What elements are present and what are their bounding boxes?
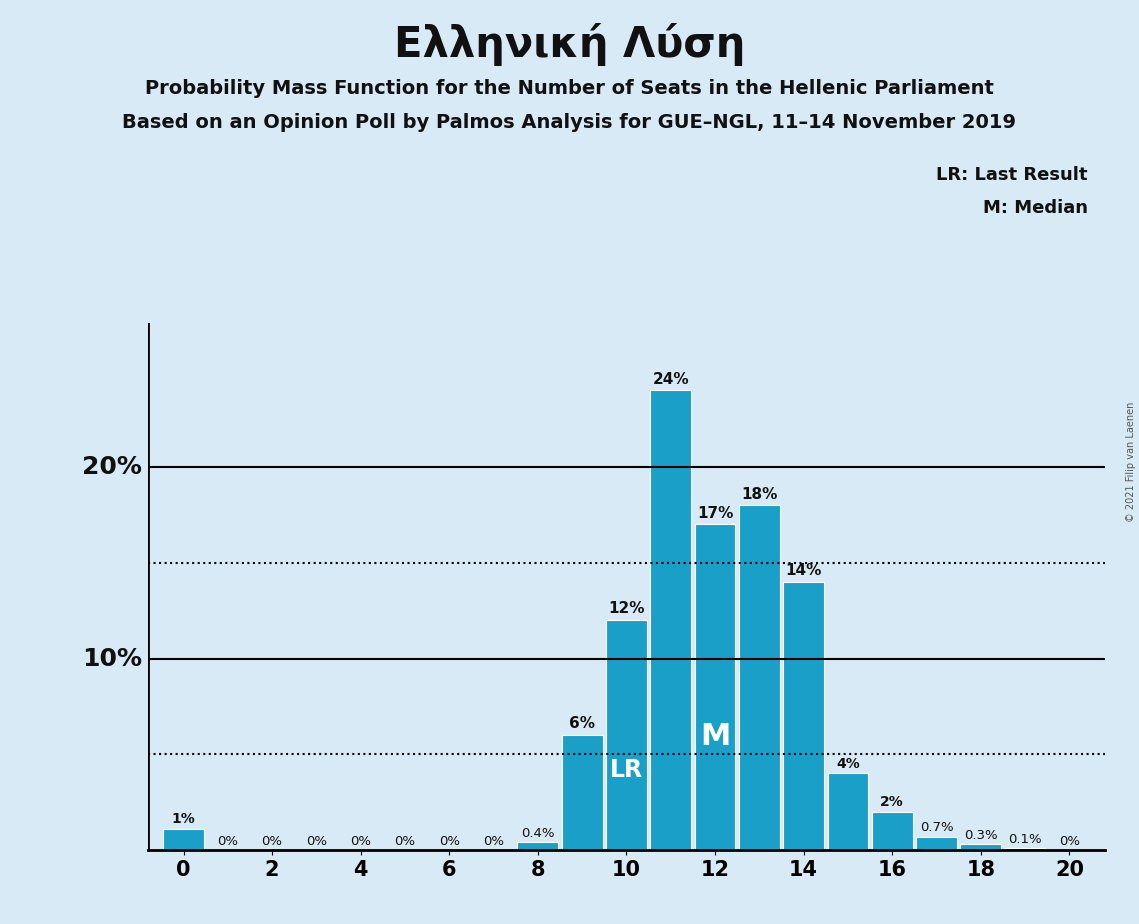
Bar	[960, 845, 1001, 850]
Text: 0.4%: 0.4%	[522, 827, 555, 840]
Text: 0%: 0%	[262, 834, 282, 848]
Text: 20%: 20%	[82, 455, 142, 479]
Text: LR: LR	[609, 758, 644, 782]
Bar	[695, 525, 736, 850]
Text: 2%: 2%	[880, 795, 904, 808]
Bar	[784, 582, 823, 850]
Text: 0%: 0%	[350, 834, 371, 848]
Text: 0.3%: 0.3%	[964, 829, 998, 842]
Text: M: Median: M: Median	[983, 199, 1088, 216]
Text: 0%: 0%	[306, 834, 327, 848]
Text: © 2021 Filip van Laenen: © 2021 Filip van Laenen	[1125, 402, 1136, 522]
Text: 0.7%: 0.7%	[919, 821, 953, 834]
Bar	[163, 829, 204, 850]
Text: LR: Last Result: LR: Last Result	[936, 166, 1088, 184]
Text: 0%: 0%	[218, 834, 238, 848]
Text: 0%: 0%	[483, 834, 505, 848]
Text: M: M	[699, 722, 730, 750]
Text: 0.1%: 0.1%	[1008, 833, 1042, 845]
Bar	[1005, 848, 1046, 850]
Text: 14%: 14%	[786, 563, 822, 578]
Bar	[871, 812, 912, 850]
Text: 6%: 6%	[570, 716, 596, 731]
Text: 0%: 0%	[394, 834, 416, 848]
Text: 1%: 1%	[172, 812, 196, 826]
Bar	[739, 505, 780, 850]
Text: 12%: 12%	[608, 602, 645, 616]
Text: 18%: 18%	[741, 487, 778, 502]
Text: Based on an Opinion Poll by Palmos Analysis for GUE–NGL, 11–14 November 2019: Based on an Opinion Poll by Palmos Analy…	[123, 113, 1016, 132]
Bar	[562, 736, 603, 850]
Text: Probability Mass Function for the Number of Seats in the Hellenic Parliament: Probability Mass Function for the Number…	[145, 79, 994, 98]
Bar	[517, 843, 558, 850]
Text: 10%: 10%	[82, 647, 142, 671]
Text: 24%: 24%	[653, 371, 689, 386]
Bar	[650, 391, 691, 850]
Text: Ελληνική Λύση: Ελληνική Λύση	[394, 23, 745, 67]
Bar	[828, 773, 868, 850]
Bar	[606, 620, 647, 850]
Text: 17%: 17%	[697, 505, 734, 520]
Text: 4%: 4%	[836, 757, 860, 771]
Bar	[916, 836, 957, 850]
Text: 0%: 0%	[1059, 834, 1080, 848]
Text: 0%: 0%	[439, 834, 460, 848]
